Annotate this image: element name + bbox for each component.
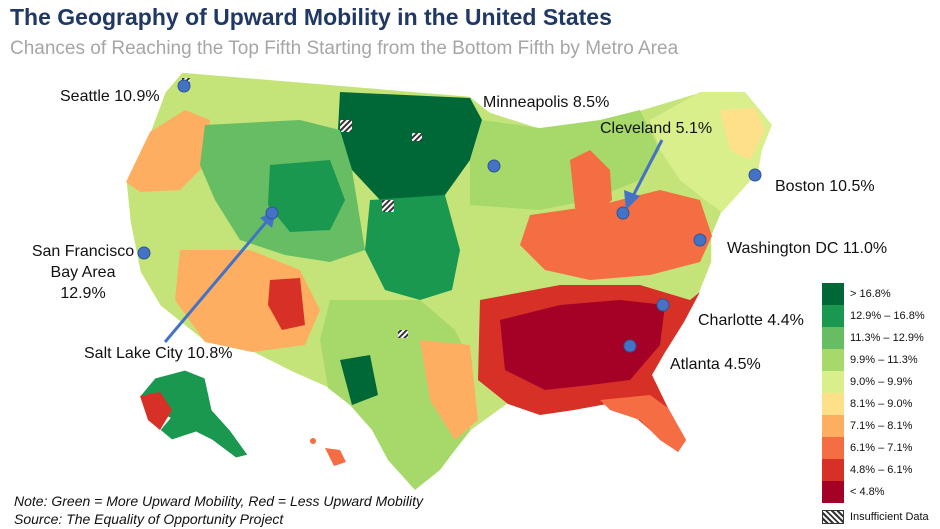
hawaii-island-2 — [310, 438, 316, 444]
label-charlotte: Charlotte 4.4% — [698, 312, 804, 329]
alaska-west — [140, 392, 172, 430]
cleveland-arrow — [630, 139, 664, 199]
label-washington-dc: Washington DC 11.0% — [727, 240, 888, 257]
region-east-texas — [420, 340, 478, 440]
page-title: The Geography of Upward Mobility in the … — [10, 4, 612, 30]
legend-label: 12.9% – 16.8% — [850, 310, 925, 322]
region-great-lakes — [470, 110, 660, 210]
footer: Note: Green = More Upward Mobility, Red … — [14, 492, 423, 528]
legend-item: < 4.8% — [822, 481, 937, 503]
legend-label: 11.3% – 12.9% — [850, 332, 924, 344]
footer-source: Source: The Equality of Opportunity Proj… — [14, 511, 284, 527]
legend-item: 4.8% – 6.1% — [822, 459, 937, 481]
minneapolis-marker — [487, 159, 501, 173]
salt-lake-marker — [265, 206, 279, 220]
washington-marker — [693, 233, 707, 247]
legend-item: 8.1% – 9.0% — [822, 393, 937, 415]
legend-item: 6.1% – 7.1% — [822, 437, 937, 459]
charlotte-marker — [656, 298, 670, 312]
atlanta-marker — [623, 339, 637, 353]
legend-swatch — [822, 371, 844, 393]
legend-label: 7.1% – 8.1% — [850, 420, 913, 432]
sf-marker — [137, 246, 151, 260]
insufficient-data-5 — [412, 133, 422, 141]
legend-insufficient-label: Insufficient Data — [850, 511, 929, 523]
insufficient-data-2 — [382, 200, 394, 212]
city-markers — [137, 79, 762, 353]
seattle-marker — [177, 79, 191, 93]
label-sf-line-1: San Francisco — [31, 243, 135, 260]
legend-label: 9.0% – 9.9% — [850, 376, 913, 388]
label-sf-line-2: Bay Area — [50, 264, 116, 281]
legend-item: 9.0% – 9.9% — [822, 371, 937, 393]
label-boston: Boston 10.5% — [775, 178, 875, 195]
region-michigan — [570, 150, 612, 215]
legend-swatch — [822, 415, 844, 437]
hatch-swatch — [822, 510, 844, 524]
region-west-texas — [340, 355, 378, 405]
region-new-england — [720, 108, 765, 160]
legend-label: < 4.8% — [850, 486, 885, 498]
cleveland-marker — [616, 206, 630, 220]
region-northern-plains — [338, 92, 482, 210]
label-san-francisco: San Francisco Bay Area 12.9% — [26, 241, 140, 304]
legend-item: > 16.8% — [822, 283, 937, 305]
legend-label: 9.9% – 11.3% — [850, 354, 918, 366]
label-atlanta: Atlanta 4.5% — [670, 356, 761, 373]
legend-item: 12.9% – 16.8% — [822, 305, 937, 327]
legend-swatch — [822, 393, 844, 415]
insufficient-data-4 — [398, 330, 408, 338]
cleveland-arrowhead — [624, 190, 640, 210]
label-salt-lake-city: Salt Lake City 10.8% — [84, 345, 233, 362]
label-cleveland: Cleveland 5.1% — [600, 120, 713, 137]
legend-swatch — [822, 305, 844, 327]
label-sf-line-3: 12.9% — [60, 285, 106, 302]
legend-label: > 16.8% — [850, 288, 891, 300]
legend-label: 4.8% – 6.1% — [850, 464, 913, 476]
legend-insufficient: Insufficient Data — [822, 510, 937, 524]
label-minneapolis: Minneapolis 8.5% — [483, 94, 610, 111]
region-four-corners — [268, 278, 305, 330]
legend-swatch — [822, 437, 844, 459]
region-florida — [600, 395, 686, 452]
label-seattle: Seattle 10.9% — [60, 88, 160, 105]
region-black-belt — [500, 300, 665, 390]
legend-swatch — [822, 283, 844, 305]
legend-item: 11.3% – 12.9% — [822, 327, 937, 349]
legend-swatch — [822, 459, 844, 481]
legend-label: 8.1% – 9.0% — [850, 398, 913, 410]
insufficient-data-1 — [340, 120, 352, 132]
legend-item: 9.9% – 11.3% — [822, 349, 937, 371]
footer-note: Note: Green = More Upward Mobility, Red … — [14, 493, 424, 509]
legend-swatch — [822, 349, 844, 371]
region-pacific-nw — [126, 110, 210, 192]
salt-lake-arrow — [163, 219, 270, 343]
boston-marker — [748, 168, 762, 182]
region-wyoming — [268, 160, 345, 232]
legend: > 16.8% 12.9% – 16.8% 11.3% – 12.9% 9.9% – … — [822, 283, 937, 524]
region-ohio-valley — [520, 190, 712, 280]
region-central-plains — [365, 195, 460, 300]
page-subtitle: Chances of Reaching the Top Fifth Starti… — [10, 38, 679, 59]
legend-swatch — [822, 481, 844, 503]
legend-swatch — [822, 327, 844, 349]
legend-label: 6.1% – 7.1% — [850, 442, 913, 454]
hawaii — [325, 448, 346, 466]
legend-rows: > 16.8% 12.9% – 16.8% 11.3% – 12.9% 9.9% – … — [822, 283, 937, 503]
legend-item: 7.1% – 8.1% — [822, 415, 937, 437]
